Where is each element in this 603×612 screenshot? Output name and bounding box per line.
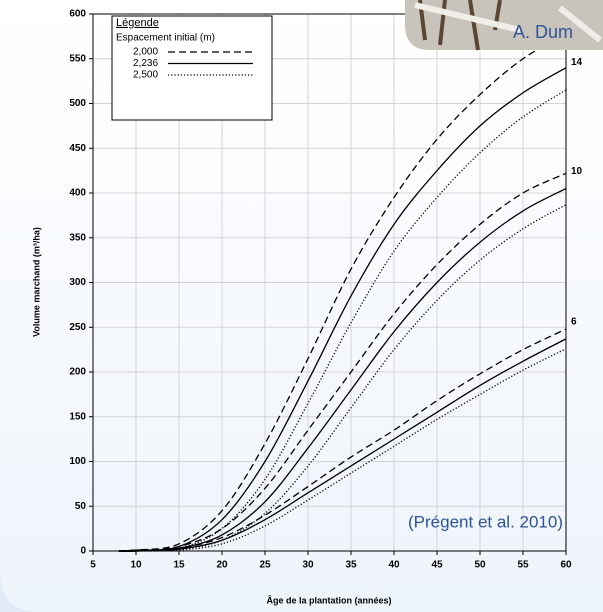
- x-tick-label: 10: [130, 560, 142, 571]
- y-tick-label: 500: [69, 98, 86, 109]
- y-tick-label: 250: [69, 322, 86, 333]
- curve-label: 14: [571, 57, 583, 68]
- annotation: (Prégent et al. 2010): [408, 512, 563, 531]
- x-tick-label: 25: [259, 560, 271, 571]
- photo: A. Dum: [405, 0, 603, 50]
- y-tick-label: 550: [69, 53, 86, 64]
- curve-label: 6: [571, 317, 577, 328]
- y-tick-label: 450: [69, 143, 86, 154]
- curve-label: 10: [571, 166, 583, 177]
- legend-subtitle: Espacement initial (m): [116, 33, 215, 44]
- legend-label: 2,500: [133, 70, 158, 81]
- y-tick-label: 350: [69, 232, 86, 243]
- y-tick-label: 100: [69, 456, 86, 467]
- x-tick-label: 45: [431, 560, 443, 571]
- x-axis-title: Âge de la plantation (années): [266, 594, 391, 605]
- x-tick-label: 30: [302, 560, 314, 571]
- x-tick-label: 40: [388, 560, 400, 571]
- legend-title: Légende: [116, 17, 159, 29]
- y-tick-label: 400: [69, 188, 86, 199]
- chart: Légende Espacement initial (m) 2,0002,23…: [0, 0, 603, 612]
- y-tick-label: 600: [69, 9, 86, 20]
- y-tick-label: 300: [69, 277, 86, 288]
- y-tick-label: 50: [75, 501, 87, 512]
- x-tick-label: 15: [173, 560, 185, 571]
- legend: Légende Espacement initial (m) 2,0002,23…: [112, 16, 272, 120]
- y-tick-label: 0: [80, 546, 86, 557]
- x-tick-label: 35: [345, 560, 357, 571]
- x-tick-label: 55: [517, 560, 529, 571]
- x-tick-label: 20: [216, 560, 228, 571]
- y-axis-title: Volume marchand (m³/ha): [31, 227, 41, 337]
- legend-label: 2,236: [133, 58, 158, 69]
- x-tick-label: 60: [560, 560, 572, 571]
- x-tick-label: 5: [90, 560, 96, 571]
- page: Légende Espacement initial (m) 2,0002,23…: [0, 0, 603, 612]
- legend-label: 2,000: [133, 47, 158, 58]
- photo-credit: A. Dum: [513, 22, 573, 42]
- y-tick-label: 200: [69, 367, 86, 378]
- x-tick-label: 50: [474, 560, 486, 571]
- y-tick-label: 150: [69, 411, 86, 422]
